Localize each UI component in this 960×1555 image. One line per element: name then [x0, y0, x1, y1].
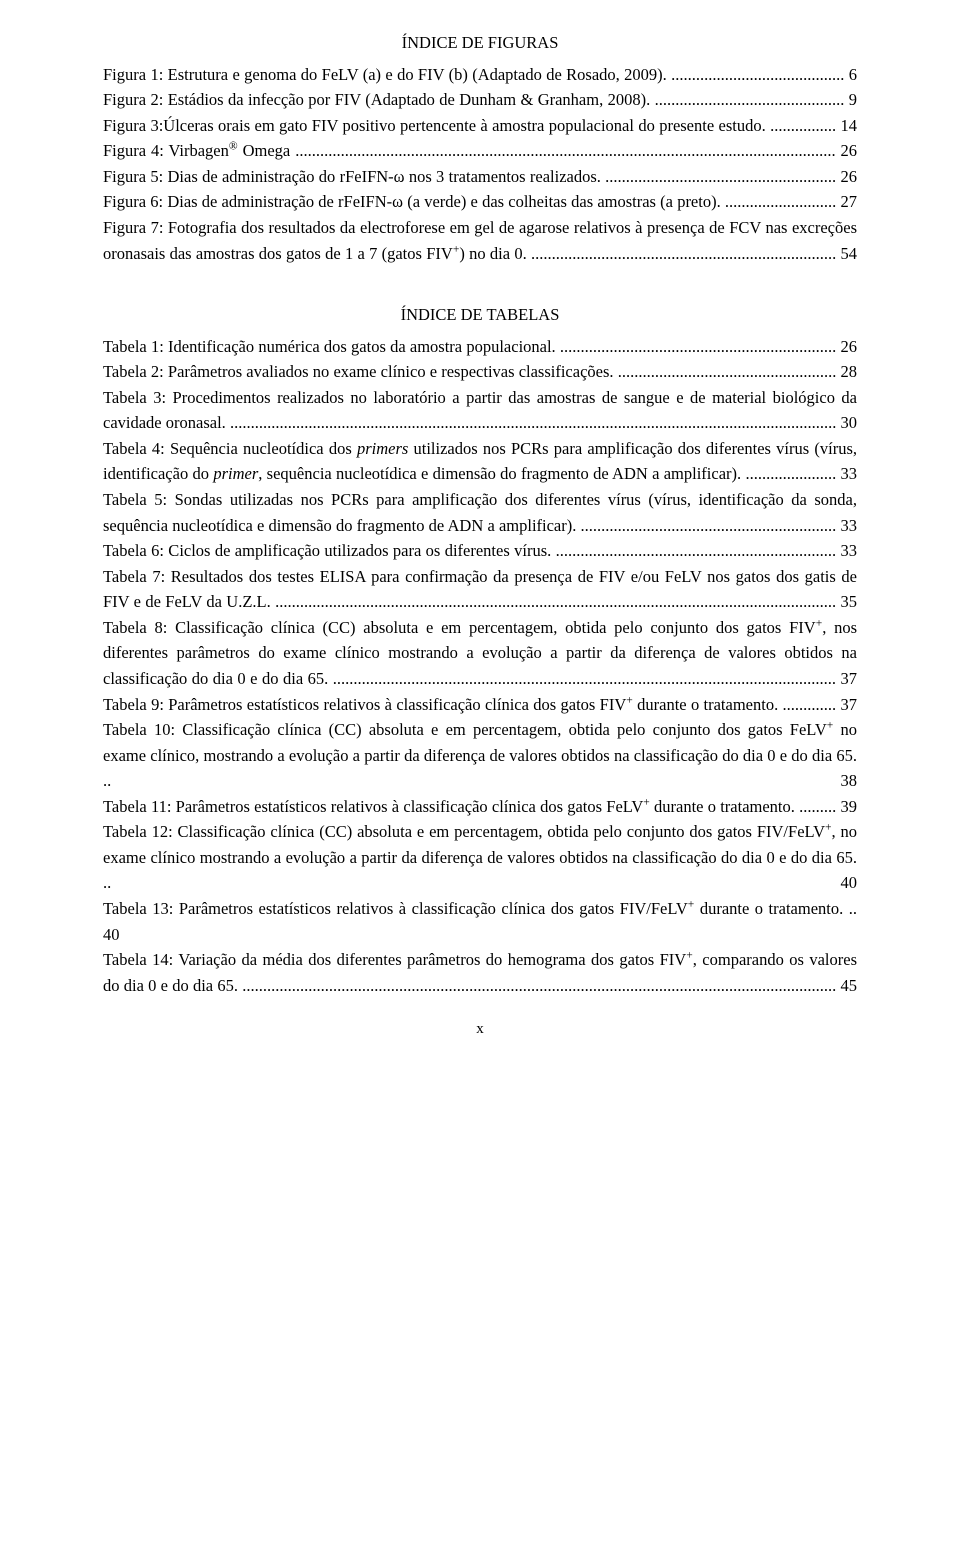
figures-list: Figura 1: Estrutura e genoma do FeLV (a)…: [103, 62, 857, 267]
toc-table-entry: Tabela 4: Sequência nucleotídica dos pri…: [103, 436, 857, 487]
document-page: ÍNDICE DE FIGURAS Figura 1: Estrutura e …: [0, 0, 960, 1555]
toc-figure-entry: Figura 4: Virbagen® Omega ..............…: [103, 138, 857, 164]
toc-figure-entry: Figura 7: Fotografia dos resultados da e…: [103, 215, 857, 266]
toc-table-entry: Tabela 12: Classificação clínica (CC) ab…: [103, 819, 857, 896]
toc-figure-entry: Figura 6: Dias de administração de rFeIF…: [103, 189, 857, 215]
toc-figure-entry: Figura 2: Estádios da infecção por FIV (…: [103, 87, 857, 113]
toc-figure-entry: Figura 3:Úlceras orais em gato FIV posit…: [103, 113, 857, 139]
tables-heading: ÍNDICE DE TABELAS: [103, 302, 857, 328]
toc-table-entry: Tabela 6: Ciclos de amplificação utiliza…: [103, 538, 857, 564]
toc-table-entry: Tabela 7: Resultados dos testes ELISA pa…: [103, 564, 857, 615]
toc-figure-entry: Figura 1: Estrutura e genoma do FeLV (a)…: [103, 62, 857, 88]
toc-table-entry: Tabela 13: Parâmetros estatísticos relat…: [103, 896, 857, 947]
toc-table-entry: Tabela 14: Variação da média dos diferen…: [103, 947, 857, 998]
toc-figure-entry: Figura 5: Dias de administração do rFeIF…: [103, 164, 857, 190]
toc-table-entry: Tabela 3: Procedimentos realizados no la…: [103, 385, 857, 436]
figures-heading: ÍNDICE DE FIGURAS: [103, 30, 857, 56]
page-number: x: [103, 1018, 857, 1041]
toc-table-entry: Tabela 2: Parâmetros avaliados no exame …: [103, 359, 857, 385]
toc-table-entry: Tabela 5: Sondas utilizadas nos PCRs par…: [103, 487, 857, 538]
toc-table-entry: Tabela 1: Identificação numérica dos gat…: [103, 334, 857, 360]
tables-list: Tabela 1: Identificação numérica dos gat…: [103, 334, 857, 999]
toc-table-entry: Tabela 11: Parâmetros estatísticos relat…: [103, 794, 857, 820]
toc-table-entry: Tabela 10: Classificação clínica (CC) ab…: [103, 717, 857, 794]
toc-table-entry: Tabela 9: Parâmetros estatísticos relati…: [103, 692, 857, 718]
toc-table-entry: Tabela 8: Classificação clínica (CC) abs…: [103, 615, 857, 692]
